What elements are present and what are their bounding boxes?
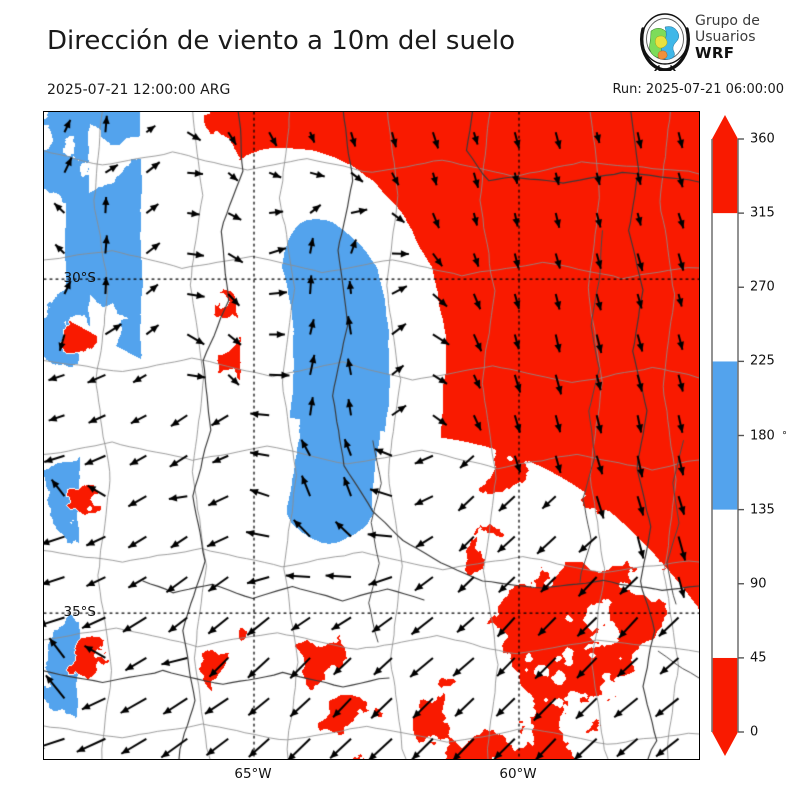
colorbar-gradient [711, 115, 744, 756]
valid-time-label: 2025-07-21 12:00:00 ARG [47, 82, 231, 98]
colorbar: ° 0 45 90 135 180 225 270 315 360 [710, 111, 800, 760]
y-axis-tick-label: 35°S [63, 604, 97, 620]
page-title: Dirección de viento a 10m del suelo [47, 26, 516, 56]
x-axis-tick-label: 60°W [499, 766, 537, 782]
wrf-globe-emblem-icon [639, 13, 691, 71]
logo-line-2: Usuarios [695, 29, 756, 45]
y-axis-tick-label: 30°S [63, 270, 97, 286]
colorbar-tick-label: 135 [750, 502, 775, 518]
run-time-label: Run: 2025-07-21 06:00:00 [612, 82, 784, 97]
colorbar-tick-label: 270 [750, 279, 775, 295]
colorbar-tick-label: 225 [750, 353, 775, 369]
colorbar-tick-label: 90 [750, 576, 767, 592]
map-plot-area[interactable] [43, 111, 700, 760]
logo-text-block: Grupo de Usuarios WRF [695, 13, 791, 71]
logo-line-3: WRF [695, 44, 735, 62]
colorbar-tick-label: 0 [750, 724, 759, 740]
x-axis-tick-label: 65°W [234, 766, 272, 782]
wrf-user-group-logo: Grupo de Usuarios WRF [637, 13, 789, 73]
wind-direction-field [44, 112, 699, 759]
colorbar-tick-label: 45 [750, 650, 767, 666]
colorbar-tick-label: 360 [750, 131, 775, 147]
colorbar-unit-label: ° [782, 430, 787, 441]
colorbar-tick-label: 315 [750, 205, 775, 221]
logo-line-1: Grupo de [695, 13, 760, 29]
colorbar-tick-label: 180 [750, 428, 775, 443]
